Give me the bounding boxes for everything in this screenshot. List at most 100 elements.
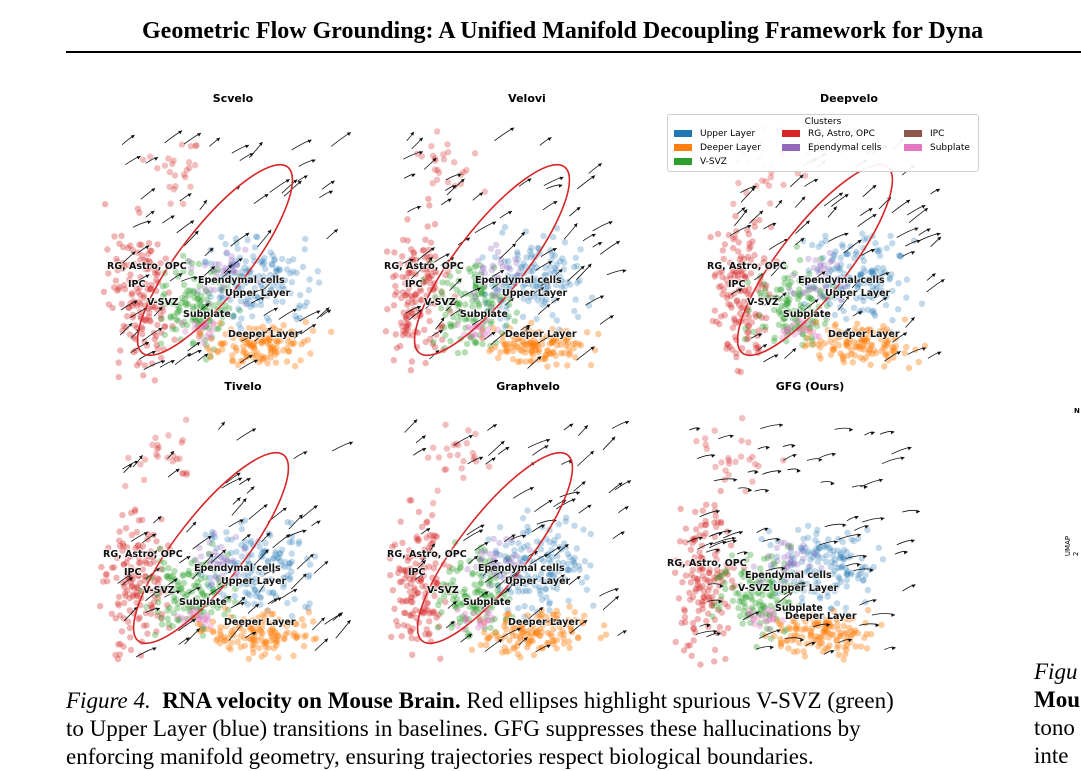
legend-label: Upper Layer	[700, 129, 756, 139]
cell-point	[271, 636, 278, 643]
cell-point	[168, 577, 176, 585]
cell-point	[795, 310, 802, 318]
cell-point	[408, 634, 415, 642]
cell-point	[815, 303, 822, 310]
cell-point	[209, 528, 216, 536]
cell-point	[845, 273, 852, 281]
cell-point	[126, 595, 133, 602]
cell-point	[242, 298, 250, 305]
cell-point	[196, 332, 203, 340]
cell-point	[191, 313, 198, 321]
cell-point	[260, 356, 267, 363]
cell-point	[224, 551, 232, 558]
cell-point	[737, 612, 744, 620]
cell-point	[270, 554, 278, 562]
cell-point	[761, 255, 768, 262]
cell-point	[251, 641, 258, 648]
cell-point	[485, 562, 492, 570]
cell-point	[425, 275, 433, 282]
cell-point	[511, 551, 518, 559]
cell-point	[866, 345, 873, 353]
cell-point	[856, 343, 863, 350]
cell-point	[489, 291, 497, 298]
cell-point	[471, 271, 479, 278]
cell-point	[762, 610, 770, 617]
cell-point	[795, 573, 802, 581]
cell-point	[485, 325, 492, 333]
cell-point	[253, 337, 261, 344]
cell-point	[154, 599, 162, 606]
cell-point	[433, 579, 441, 587]
cell-point	[718, 609, 725, 616]
cell-point	[254, 294, 261, 301]
cell-point	[108, 564, 116, 571]
cell-point	[776, 306, 783, 314]
cell-point	[251, 632, 258, 639]
velocity-arrowhead	[698, 536, 703, 541]
cell-point	[146, 587, 154, 594]
cell-point	[754, 590, 761, 597]
cell-point	[556, 258, 563, 265]
cell-point	[109, 304, 116, 311]
cell-point	[872, 312, 879, 319]
cell-point	[478, 591, 485, 598]
cell-point	[425, 308, 432, 315]
cell-point	[738, 594, 745, 601]
cell-point	[827, 351, 835, 358]
cell-point	[712, 271, 719, 278]
velocity-arrowhead	[151, 188, 156, 192]
cell-point	[865, 350, 872, 357]
cell-point	[186, 604, 193, 611]
cell-point	[216, 578, 223, 585]
cell-point	[537, 591, 544, 598]
cell-point	[465, 265, 473, 272]
velocity-arrowhead	[222, 577, 227, 582]
cell-point	[711, 616, 718, 623]
cell-point	[812, 574, 819, 582]
cell-point	[567, 623, 574, 630]
cell-point	[518, 347, 526, 354]
cell-point	[514, 335, 521, 343]
cell-point	[238, 578, 245, 585]
cell-point	[758, 570, 765, 578]
cell-point	[554, 533, 562, 540]
cell-point	[406, 575, 413, 582]
cell-point	[531, 582, 539, 589]
cell-point	[758, 536, 765, 543]
cell-point	[706, 583, 713, 590]
cell-point	[267, 249, 274, 256]
velocity-arrowhead	[330, 180, 335, 185]
cell-point	[537, 291, 544, 298]
cell-point	[697, 564, 704, 571]
cell-point	[716, 268, 723, 276]
cell-point	[280, 574, 287, 582]
cell-point	[159, 283, 167, 290]
cell-point	[834, 264, 841, 271]
cell-point	[274, 338, 281, 345]
velocity-arrowhead	[236, 472, 241, 477]
velocity-arrowhead	[492, 221, 497, 226]
cell-point	[479, 334, 486, 342]
cell-point	[806, 328, 814, 335]
cell-point	[751, 223, 758, 230]
cell-point	[248, 276, 255, 283]
cell-point	[244, 353, 251, 360]
cell-point	[127, 634, 134, 641]
cell-point	[476, 587, 483, 594]
cell-point	[546, 577, 554, 585]
cluster-label-rg: RG, Astro, OPC	[103, 549, 183, 560]
cell-point	[154, 575, 161, 582]
cell-point	[523, 587, 530, 595]
cell-point	[481, 547, 489, 554]
velocity-arrowhead	[271, 570, 276, 574]
cell-point	[509, 620, 516, 627]
cell-point	[422, 338, 429, 346]
cell-point	[740, 568, 747, 575]
cell-point	[828, 605, 835, 612]
cell-point	[740, 266, 747, 273]
cell-point	[137, 291, 144, 298]
cell-point	[826, 546, 834, 554]
cell-point	[783, 564, 790, 572]
cell-point	[428, 272, 436, 279]
velocity-arrowhead	[747, 488, 752, 492]
